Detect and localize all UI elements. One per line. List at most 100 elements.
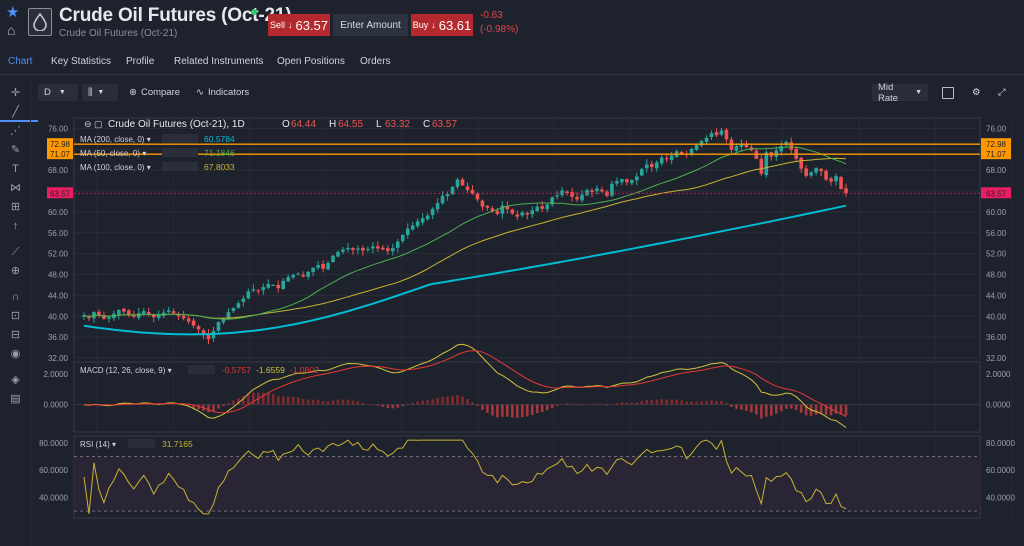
candle-body <box>465 186 470 190</box>
tag-icon[interactable]: ⌂ <box>7 22 16 38</box>
prediction-icon[interactable]: ⊞ <box>10 201 21 213</box>
tab-orders[interactable]: Orders <box>360 56 391 67</box>
chevron-down-icon: ▼ <box>58 89 66 96</box>
macd-histogram-bar <box>192 404 195 408</box>
candle-body <box>291 275 295 278</box>
tab-chart[interactable]: Chart <box>8 56 33 67</box>
layers-icon[interactable]: ◈ <box>11 374 20 386</box>
macd-histogram-bar <box>411 402 415 405</box>
macd-histogram-bar <box>306 399 310 405</box>
compare-button[interactable]: ⊕ Compare <box>129 84 180 101</box>
candle-body <box>122 308 126 312</box>
trend-line-icon[interactable]: ╱ <box>12 106 19 118</box>
price-axis-label-right: 36.00 <box>986 333 1007 342</box>
macd-histogram-bar <box>321 401 325 405</box>
arrow-icon[interactable]: ↑ <box>12 220 19 232</box>
pattern-icon[interactable]: ⋈ <box>10 182 21 194</box>
magnet-icon[interactable]: ∩ <box>11 291 20 303</box>
candle-body <box>176 314 181 317</box>
macd-histogram-bar <box>740 404 743 410</box>
candle-body <box>689 148 694 154</box>
tab-profile[interactable]: Profile <box>126 56 155 67</box>
gear-icon: ⚙ <box>972 87 981 98</box>
candle-body <box>779 146 784 152</box>
crosshair-icon[interactable]: ✛ <box>10 87 21 99</box>
eye-icon[interactable]: ◉ <box>10 348 21 360</box>
macd-histogram-bar <box>774 404 778 414</box>
buy-button[interactable]: Buy ↓ 63.61 <box>411 14 473 36</box>
tab-open-positions[interactable]: Open Positions <box>277 56 345 67</box>
ohlc-value: 63.57 <box>432 119 457 130</box>
candle-body <box>694 145 699 150</box>
price-axis-label-right: 52.00 <box>986 250 1007 259</box>
macd-histogram-bar <box>366 404 370 405</box>
macd-histogram-bar <box>769 404 773 416</box>
settings-button[interactable]: ⚙ <box>972 84 981 101</box>
macd-histogram-bar <box>496 404 499 418</box>
price-axis-label-left: 44.00 <box>48 291 69 300</box>
lock-icon[interactable]: ⊡ <box>10 310 21 322</box>
candle-body <box>261 287 266 291</box>
macd-histogram-bar <box>545 404 549 411</box>
fib-icon[interactable]: ⋰ <box>10 125 21 137</box>
macd-histogram-bar <box>675 399 678 405</box>
macd-histogram-bar <box>172 404 175 405</box>
tab-key-statistics[interactable]: Key Statistics <box>51 56 112 67</box>
zoom-icon[interactable]: ⊕ <box>10 265 21 277</box>
change-absolute: -0.63 <box>480 10 503 21</box>
macd-histogram-bar <box>232 400 235 405</box>
macd-histogram-bar <box>610 404 614 405</box>
ohlc-value: 63.32 <box>385 119 410 130</box>
price-axis-label-right: 40.00 <box>986 312 1007 321</box>
macd-histogram-bar <box>700 401 703 405</box>
macd-histogram-bar <box>745 404 748 411</box>
candle-body <box>440 195 445 204</box>
candle-body <box>216 322 221 331</box>
candle-body <box>381 247 385 250</box>
chevron-down-icon: ▼ <box>915 89 922 96</box>
brush-icon[interactable]: ✎ <box>10 144 21 156</box>
ruler-icon[interactable]: ⟋ <box>11 246 20 258</box>
macd-histogram-bar <box>326 401 330 405</box>
macd-histogram-bar <box>152 404 156 406</box>
macd-histogram-bar <box>132 404 136 405</box>
ma-legend-label: MA (100, close, 0) ▾ <box>80 163 151 172</box>
candle-body <box>306 271 310 277</box>
chart-svg[interactable]: 76.0076.0072.0072.0068.0068.0064.0064.00… <box>34 112 1024 537</box>
price-mode-select[interactable]: Mid Rate ▼ <box>872 82 928 104</box>
indicators-button[interactable]: ∿ Indicators <box>196 84 249 101</box>
screenshot-button[interactable] <box>942 84 954 101</box>
chart-type-select[interactable]: ⫼ ▼ <box>82 84 118 101</box>
macd-histogram-bar <box>600 404 604 405</box>
candle-body <box>341 249 345 252</box>
chart-container[interactable]: 76.0076.0072.0072.0068.0068.0064.0064.00… <box>34 112 1024 537</box>
lock-drawings-icon[interactable]: ⊟ <box>10 329 21 341</box>
interval-select[interactable]: D ▼ <box>38 84 78 101</box>
candle-body <box>669 155 674 161</box>
macd-histogram-bar <box>301 398 305 405</box>
macd-histogram-bar <box>550 404 554 408</box>
trash-icon[interactable]: ▤ <box>10 393 21 405</box>
watchlist-star-icon[interactable]: ★ <box>6 4 20 21</box>
candle-body <box>744 144 749 148</box>
macd-histogram-bar <box>535 404 539 414</box>
tab-related-instruments[interactable]: Related Instruments <box>174 56 264 67</box>
macd-histogram-bar <box>560 403 564 405</box>
candle-body <box>420 218 425 223</box>
candle-body <box>186 318 191 322</box>
expand-button[interactable]: ⤢ <box>998 84 1006 101</box>
text-icon[interactable]: T <box>12 163 19 175</box>
amount-input[interactable]: Enter Amount <box>333 14 408 36</box>
macd-histogram-bar <box>705 400 708 405</box>
rsi-axis-label-left: 40.0000 <box>39 494 68 503</box>
price-axis-label-left: 36.00 <box>48 333 69 342</box>
macd-histogram-bar <box>261 392 265 405</box>
sell-button[interactable]: Sell ↓ 63.57 <box>268 14 330 36</box>
macd-value-2: -1.6559 <box>256 365 285 375</box>
compare-icon: ⊕ <box>129 87 137 98</box>
candle-body <box>799 157 803 169</box>
candle-body <box>321 264 325 269</box>
candle-body <box>445 194 450 197</box>
macd-histogram-bar <box>660 399 664 405</box>
candle-body <box>326 263 330 270</box>
